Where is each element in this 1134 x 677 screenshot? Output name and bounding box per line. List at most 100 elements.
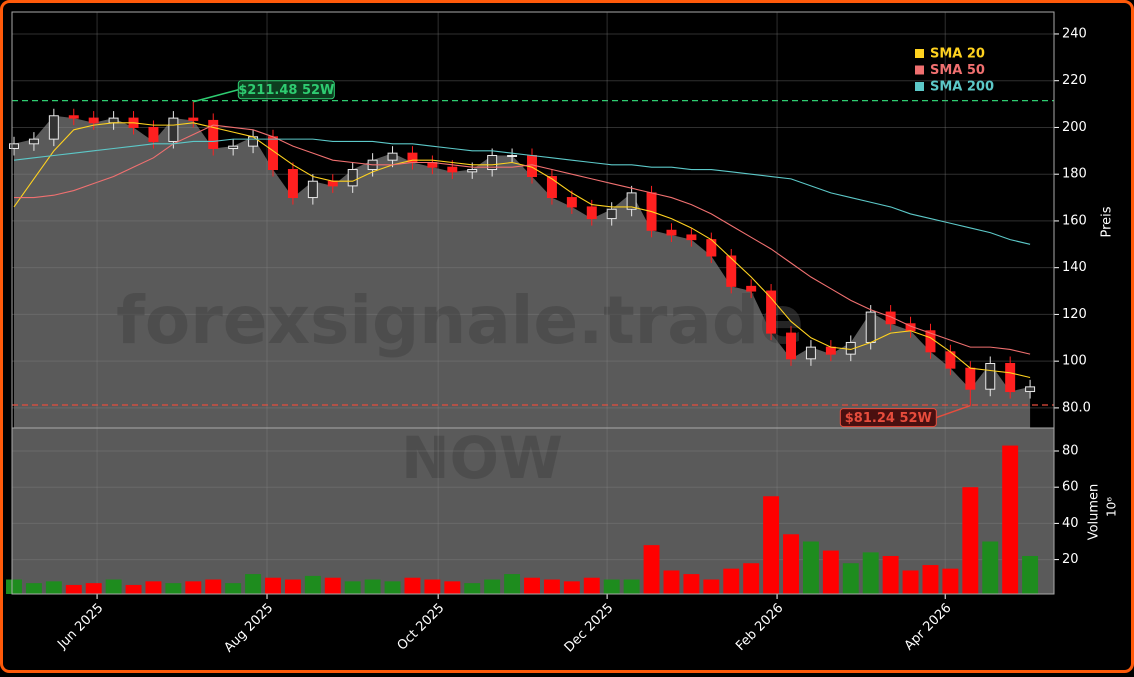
y-axis-unit: 10⁶ [1105, 497, 1119, 517]
volume-bar [384, 581, 401, 594]
volume-bar [165, 583, 182, 594]
candle-body [327, 180, 338, 187]
volume-bar [125, 584, 142, 594]
y-tick-label: 60 [1062, 480, 1079, 495]
volume-bar [284, 579, 301, 594]
candle-body [746, 285, 757, 292]
candle-body [686, 234, 697, 241]
candle-body [168, 117, 179, 142]
annotation-arrow [193, 89, 239, 103]
candle-body [188, 117, 199, 121]
y-tick-label: 40 [1062, 516, 1079, 531]
volume-bar [822, 550, 839, 594]
volume-bar [65, 584, 82, 594]
candle-body [805, 346, 816, 360]
candle-body [148, 126, 159, 142]
volume-bar [1002, 445, 1019, 594]
candle-body [825, 346, 836, 355]
y-tick-label: 80.0 [1062, 400, 1091, 415]
y-tick-label: 180 [1062, 167, 1087, 182]
volume-bar [265, 577, 281, 594]
volume-bar [603, 579, 620, 594]
candle-body [726, 255, 737, 287]
volume-bar [245, 574, 262, 594]
legend-swatch [915, 65, 924, 75]
y-tick-label: 220 [1062, 73, 1087, 88]
candle-body [606, 208, 617, 220]
watermark: forexsignale.trade [116, 282, 804, 359]
volume-bar [45, 581, 62, 594]
candle-body [487, 154, 498, 171]
legend-swatch [915, 49, 924, 58]
candle-body [387, 152, 398, 161]
volume-bar [583, 577, 600, 594]
y-tick-label: 140 [1062, 260, 1087, 275]
volume-bar [145, 581, 162, 594]
volume-bar [982, 541, 999, 594]
candle-body [586, 206, 597, 220]
volume-bar [6, 579, 22, 594]
candle-body [68, 115, 79, 119]
y-tick-label: 100 [1062, 354, 1087, 369]
volume-bar [563, 581, 580, 594]
volume-bar [783, 534, 799, 594]
volume-bar [623, 579, 640, 594]
candle-body [9, 143, 19, 149]
candle-body [228, 145, 239, 149]
volume-bar [524, 577, 540, 594]
volume-bar [344, 581, 361, 594]
volume-bar [723, 568, 740, 594]
volume-bar [85, 583, 102, 594]
candle-body [1005, 362, 1016, 393]
volume-bar [643, 545, 660, 594]
volume-bar [304, 575, 321, 594]
volume-bar [703, 579, 720, 594]
y-tick-label: 120 [1062, 307, 1087, 322]
volume-bar [444, 581, 461, 594]
ticker-watermark: NOW [401, 424, 563, 492]
candle-body [88, 117, 99, 124]
legend-label: SMA 20 [930, 47, 985, 62]
volume-bar [225, 583, 242, 594]
volume-bar [942, 568, 959, 594]
volume-bar [962, 487, 979, 594]
candle-body [287, 169, 298, 199]
volume-bar [185, 581, 202, 594]
volume-bar [922, 565, 939, 594]
candle-body [347, 169, 358, 187]
sma-line [13, 122, 1031, 379]
volume-bar [504, 574, 521, 594]
candle-body [546, 176, 557, 199]
annotation-label: $81.24 52W [845, 411, 932, 426]
sma-line [13, 124, 1031, 355]
sma-line [13, 138, 1031, 245]
candle-body [666, 229, 677, 236]
annotation-label: $211.48 52W [238, 83, 334, 98]
volume-bar [364, 579, 381, 594]
candle-body [307, 180, 318, 199]
volume-bar [743, 563, 760, 594]
legend-label: SMA 50 [930, 63, 985, 78]
candle-body [865, 311, 876, 343]
candle-body [985, 362, 996, 390]
volume-bar [543, 579, 560, 594]
legend-swatch [915, 82, 924, 91]
candle-body [965, 367, 976, 390]
volume-bar [842, 563, 859, 594]
panel-border [11, 427, 1055, 595]
volume-bar [663, 570, 680, 594]
volume-bar [1022, 555, 1039, 594]
y-tick-label: 160 [1062, 213, 1087, 228]
candle-body [1025, 386, 1036, 393]
y-tick-label: 20 [1062, 552, 1079, 567]
volume-bar [404, 577, 421, 594]
candle-body [766, 290, 777, 334]
candle-body [48, 115, 59, 140]
candle-body [208, 119, 219, 149]
volume-bar [683, 574, 700, 594]
y-tick-label: 200 [1062, 120, 1087, 135]
volume-bar [882, 555, 899, 594]
candle-body [447, 166, 458, 173]
